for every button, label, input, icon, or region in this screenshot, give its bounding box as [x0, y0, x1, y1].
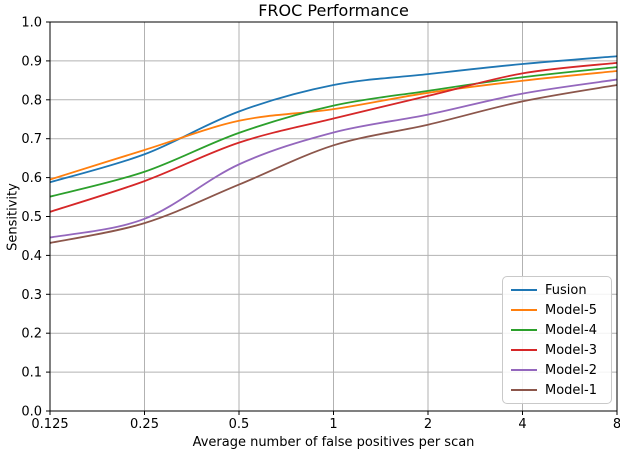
legend-line-swatch: [511, 289, 537, 291]
legend-item-model-1: Model-1: [511, 380, 603, 400]
x-axis-label: Average number of false positives per sc…: [192, 435, 475, 450]
legend-label: Model-3: [545, 342, 597, 358]
legend-line-swatch: [511, 309, 537, 311]
y-tick-label: 0.0: [21, 405, 42, 420]
x-tick-label: 0.125: [31, 417, 68, 432]
legend-line-swatch: [511, 389, 537, 391]
legend-line-swatch: [511, 369, 537, 371]
legend-label: Fusion: [545, 282, 587, 298]
legend-item-model-2: Model-2: [511, 360, 603, 380]
x-tick-label: 8: [613, 417, 620, 432]
curve-model-3: [50, 61, 617, 213]
legend-label: Model-5: [545, 302, 597, 318]
x-tick-label: 0.25: [130, 417, 159, 432]
y-axis-label: Sensitivity: [5, 183, 21, 251]
y-tick-label: 0.9: [21, 54, 42, 69]
curve-model-1: [50, 84, 617, 244]
legend-label: Model-2: [545, 362, 597, 378]
y-tick-label: 0.2: [21, 327, 42, 342]
y-tick-label: 0.5: [21, 210, 42, 225]
y-tick-label: 0.3: [21, 288, 42, 303]
y-tick-label: 0.6: [21, 171, 42, 186]
curve-model-4: [50, 66, 617, 198]
legend-line-swatch: [511, 329, 537, 331]
x-tick-label: 1: [329, 417, 337, 432]
legend-label: Model-1: [545, 382, 597, 398]
y-tick-label: 0.7: [21, 132, 42, 147]
legend: Fusion Model-5 Model-4 Model-3 Model-2 Model-…: [502, 276, 612, 404]
curve-fusion: [50, 55, 617, 184]
y-tick-label: 1.0: [21, 16, 42, 31]
y-tick-label: 0.8: [21, 93, 42, 108]
x-tick-label: 2: [424, 417, 432, 432]
curve-model-5: [50, 70, 617, 181]
legend-item-model-3: Model-3: [511, 340, 603, 360]
chart-title: FROC Performance: [258, 1, 409, 20]
legend-item-model-5: Model-5: [511, 300, 603, 320]
legend-label: Model-4: [545, 322, 597, 338]
legend-item-model-4: Model-4: [511, 320, 603, 340]
curve-model-2: [50, 78, 617, 239]
y-tick-label: 0.4: [21, 249, 42, 264]
x-tick-label: 4: [518, 417, 526, 432]
legend-line-swatch: [511, 349, 537, 351]
x-tick-label: 0.5: [229, 417, 250, 432]
legend-item-fusion: Fusion: [511, 280, 603, 300]
y-tick-label: 0.1: [21, 366, 42, 381]
